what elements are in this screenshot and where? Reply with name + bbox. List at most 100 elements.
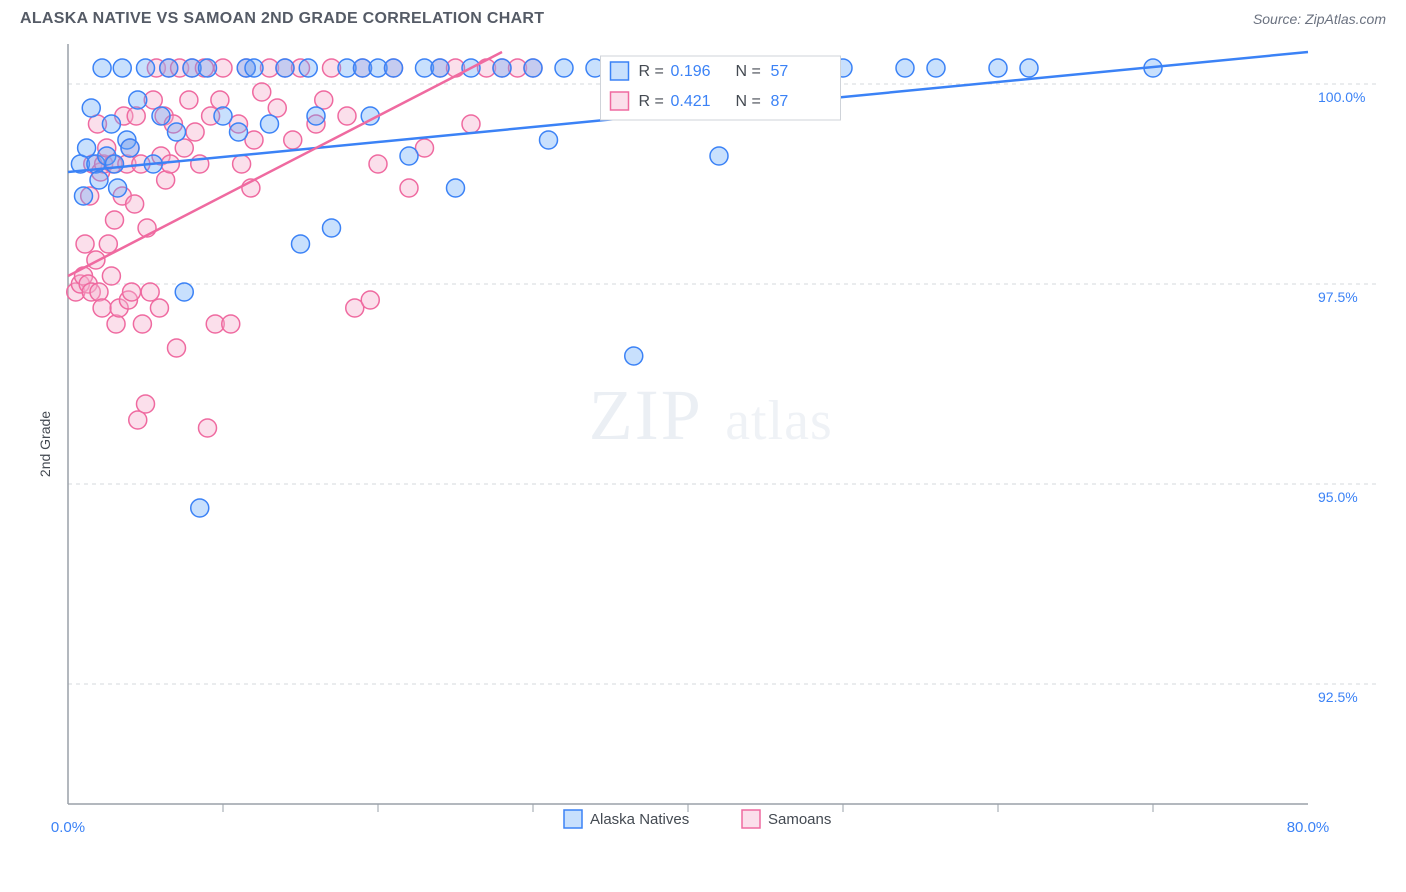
data-point (129, 411, 147, 429)
stats-value: 87 (771, 93, 789, 110)
stats-label: R = (639, 63, 664, 80)
data-point (222, 315, 240, 333)
data-point (113, 59, 131, 77)
data-point (90, 283, 108, 301)
data-point (462, 115, 480, 133)
legend-label: Samoans (768, 811, 831, 828)
legend-swatch (611, 62, 629, 80)
y-tick-label: 97.5% (1318, 289, 1358, 305)
data-point (168, 123, 186, 141)
data-point (106, 155, 124, 173)
chart-container: 2nd Grade 92.5% 95.0% 97.5% 100.0% ZIP atlas 0… (18, 34, 1388, 854)
stats-label: N = (736, 63, 761, 80)
data-point (710, 147, 728, 165)
y-axis-label: 2nd Grade (37, 411, 53, 477)
data-point (191, 499, 209, 517)
legend-label: Alaska Natives (590, 811, 689, 828)
legend-swatch (742, 810, 760, 828)
data-point (160, 59, 178, 77)
x-tick-label: 80.0% (1287, 819, 1330, 836)
data-point (90, 171, 108, 189)
data-point (180, 91, 198, 109)
stats-box (601, 56, 841, 120)
data-point (524, 59, 542, 77)
data-point (150, 299, 168, 317)
stats-value: 57 (771, 63, 789, 80)
data-point (233, 155, 251, 173)
data-point (141, 283, 159, 301)
stats-value: 0.196 (671, 63, 711, 80)
data-point (123, 283, 141, 301)
data-point (385, 59, 403, 77)
data-point (400, 179, 418, 197)
data-point (137, 59, 155, 77)
data-point (896, 59, 914, 77)
data-point (307, 107, 325, 125)
stats-label: R = (639, 93, 664, 110)
data-point (230, 123, 248, 141)
data-point (315, 91, 333, 109)
data-point (129, 91, 147, 109)
data-point (199, 419, 217, 437)
data-point (540, 131, 558, 149)
data-point (107, 315, 125, 333)
data-point (555, 59, 573, 77)
data-point (1020, 59, 1038, 77)
data-point (214, 107, 232, 125)
data-point (157, 171, 175, 189)
data-point (82, 99, 100, 117)
stats-value: 0.421 (671, 93, 711, 110)
data-point (102, 267, 120, 285)
data-point (175, 283, 193, 301)
data-point (78, 139, 96, 157)
data-point (133, 315, 151, 333)
watermark: atlas (725, 390, 833, 452)
y-tick-label: 95.0% (1318, 489, 1358, 505)
y-tick-label: 100.0% (1318, 89, 1365, 105)
data-point (211, 91, 229, 109)
data-point (102, 115, 120, 133)
data-point (268, 99, 286, 117)
legend-swatch (564, 810, 582, 828)
data-point (369, 155, 387, 173)
data-point (99, 235, 117, 253)
data-point (261, 115, 279, 133)
data-point (199, 59, 217, 77)
data-point (253, 83, 271, 101)
source-attribution: Source: ZipAtlas.com (1253, 11, 1386, 27)
data-point (245, 59, 263, 77)
data-point (75, 187, 93, 205)
data-point (493, 59, 511, 77)
data-point (400, 147, 418, 165)
data-point (127, 107, 145, 125)
data-point (361, 291, 379, 309)
data-point (625, 347, 643, 365)
data-point (292, 235, 310, 253)
stats-label: N = (736, 93, 761, 110)
watermark: ZIP (589, 375, 703, 455)
data-point (168, 339, 186, 357)
data-point (121, 139, 139, 157)
data-point (126, 195, 144, 213)
data-point (137, 395, 155, 413)
legend-swatch (611, 92, 629, 110)
data-point (431, 59, 449, 77)
x-tick-label: 0.0% (51, 819, 85, 836)
data-point (299, 59, 317, 77)
data-point (338, 107, 356, 125)
data-point (284, 131, 302, 149)
data-point (276, 59, 294, 77)
data-point (989, 59, 1007, 77)
data-point (186, 123, 204, 141)
data-point (447, 179, 465, 197)
y-tick-label: 92.5% (1318, 689, 1358, 705)
data-point (93, 299, 111, 317)
data-point (175, 139, 193, 157)
data-point (87, 251, 105, 269)
data-point (93, 59, 111, 77)
scatter-chart: 92.5% 95.0% 97.5% 100.0% ZIP atlas 0.0% 80.0% R … (18, 34, 1388, 854)
data-point (323, 219, 341, 237)
data-point (106, 211, 124, 229)
data-point (76, 235, 94, 253)
data-point (152, 107, 170, 125)
